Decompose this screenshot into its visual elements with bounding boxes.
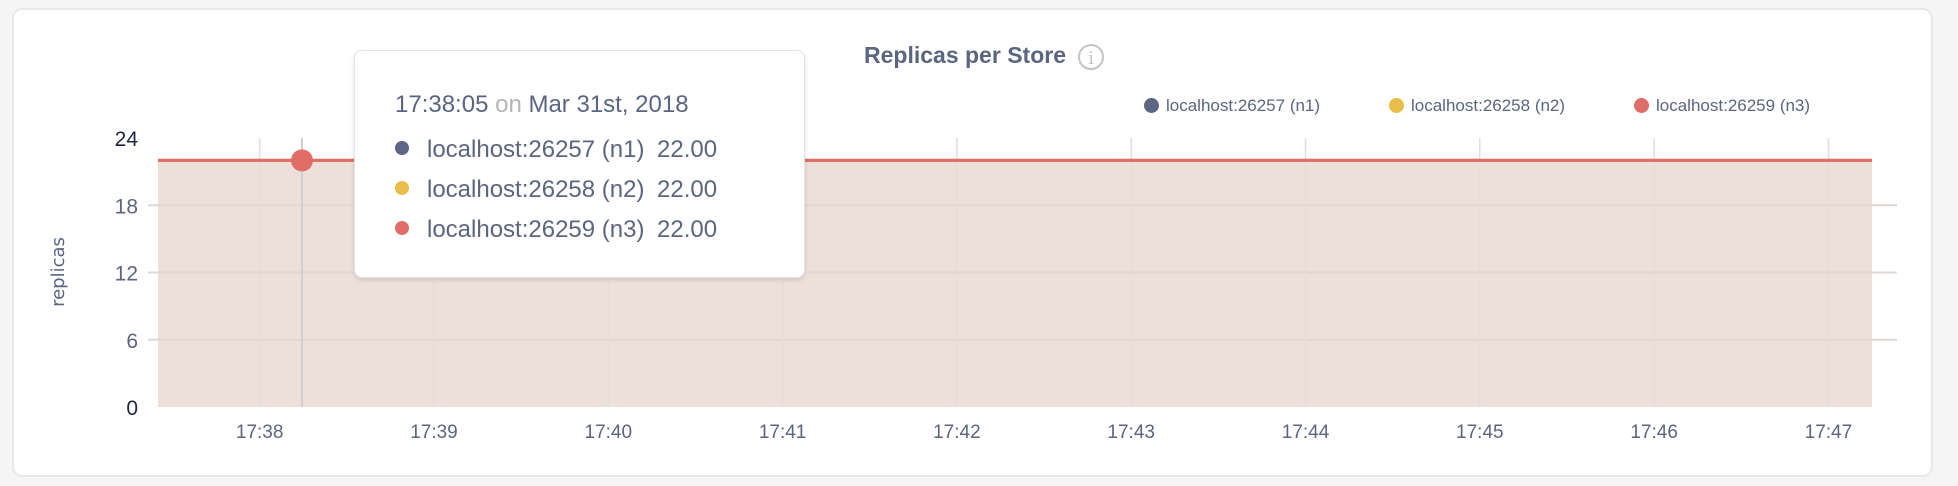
tooltip-label: localhost:26257 (n1) [427,136,645,163]
tooltip-dot-n1 [395,141,409,155]
tooltip: 17:38:05 on Mar 31st, 2018 localhost:262… [354,50,805,278]
y-tick-label: 18 [115,195,138,218]
y-axis-label: replicas [48,237,69,307]
x-tick-label: 17:38 [236,422,284,443]
chart-title-text: Replicas per Store [864,42,1066,68]
legend-dot-n3 [1634,98,1649,113]
tooltip-dot-n2 [395,181,409,195]
x-tick-label: 17:40 [585,422,633,443]
tooltip-time: 17:38:05 [395,91,489,118]
tooltip-value: 22.00 [657,136,718,163]
legend-label: localhost:26258 (n2) [1411,96,1566,115]
x-tick-label: 17:47 [1805,422,1853,443]
x-tick-label: 17:42 [933,422,981,443]
x-tick-label: 17:45 [1456,422,1504,443]
legend-item-n2[interactable]: localhost:26258 (n2) [1389,96,1565,116]
legend-dot-n2 [1389,98,1404,113]
y-tick-label: 12 [115,263,138,286]
x-tick-label: 17:39 [410,422,458,443]
tooltip-date: Mar 31st, 2018 [528,91,689,118]
legend-item-n3[interactable]: localhost:26259 (n3) [1634,96,1810,116]
tooltip-label: localhost:26258 (n2) [427,176,645,203]
hover-marker [291,149,313,172]
tooltip-value: 22.00 [657,216,718,243]
x-tick-label: 17:41 [759,422,807,443]
legend-label: localhost:26257 (n1) [1166,96,1321,115]
info-circle-icon[interactable]: i [1078,44,1104,70]
y-tick-label: 24 [115,128,139,151]
tooltip-row-n3: localhost:26259 (n3) 22.00 [395,216,717,244]
tooltip-label: localhost:26259 (n3) [427,216,645,243]
legend-dot-n1 [1144,98,1159,113]
legend-label: localhost:26259 (n3) [1656,96,1811,115]
legend-item-n1[interactable]: localhost:26257 (n1) [1144,96,1320,116]
tooltip-value: 22.00 [657,176,718,203]
chart-title: Replicas per Store [0,42,1930,69]
x-tick-label: 17:43 [1107,422,1155,443]
x-tick-label: 17:46 [1630,422,1678,443]
tooltip-row-n2: localhost:26258 (n2) 22.00 [395,176,717,204]
x-tick-label: 17:44 [1282,422,1330,443]
y-tick-label: 6 [126,330,138,353]
tooltip-row-n1: localhost:26257 (n1) 22.00 [395,136,717,164]
y-tick-label: 0 [126,397,138,420]
tooltip-dot-n3 [395,221,409,235]
tooltip-header: 17:38:05 on Mar 31st, 2018 [395,91,689,119]
tooltip-on: on [495,91,522,118]
